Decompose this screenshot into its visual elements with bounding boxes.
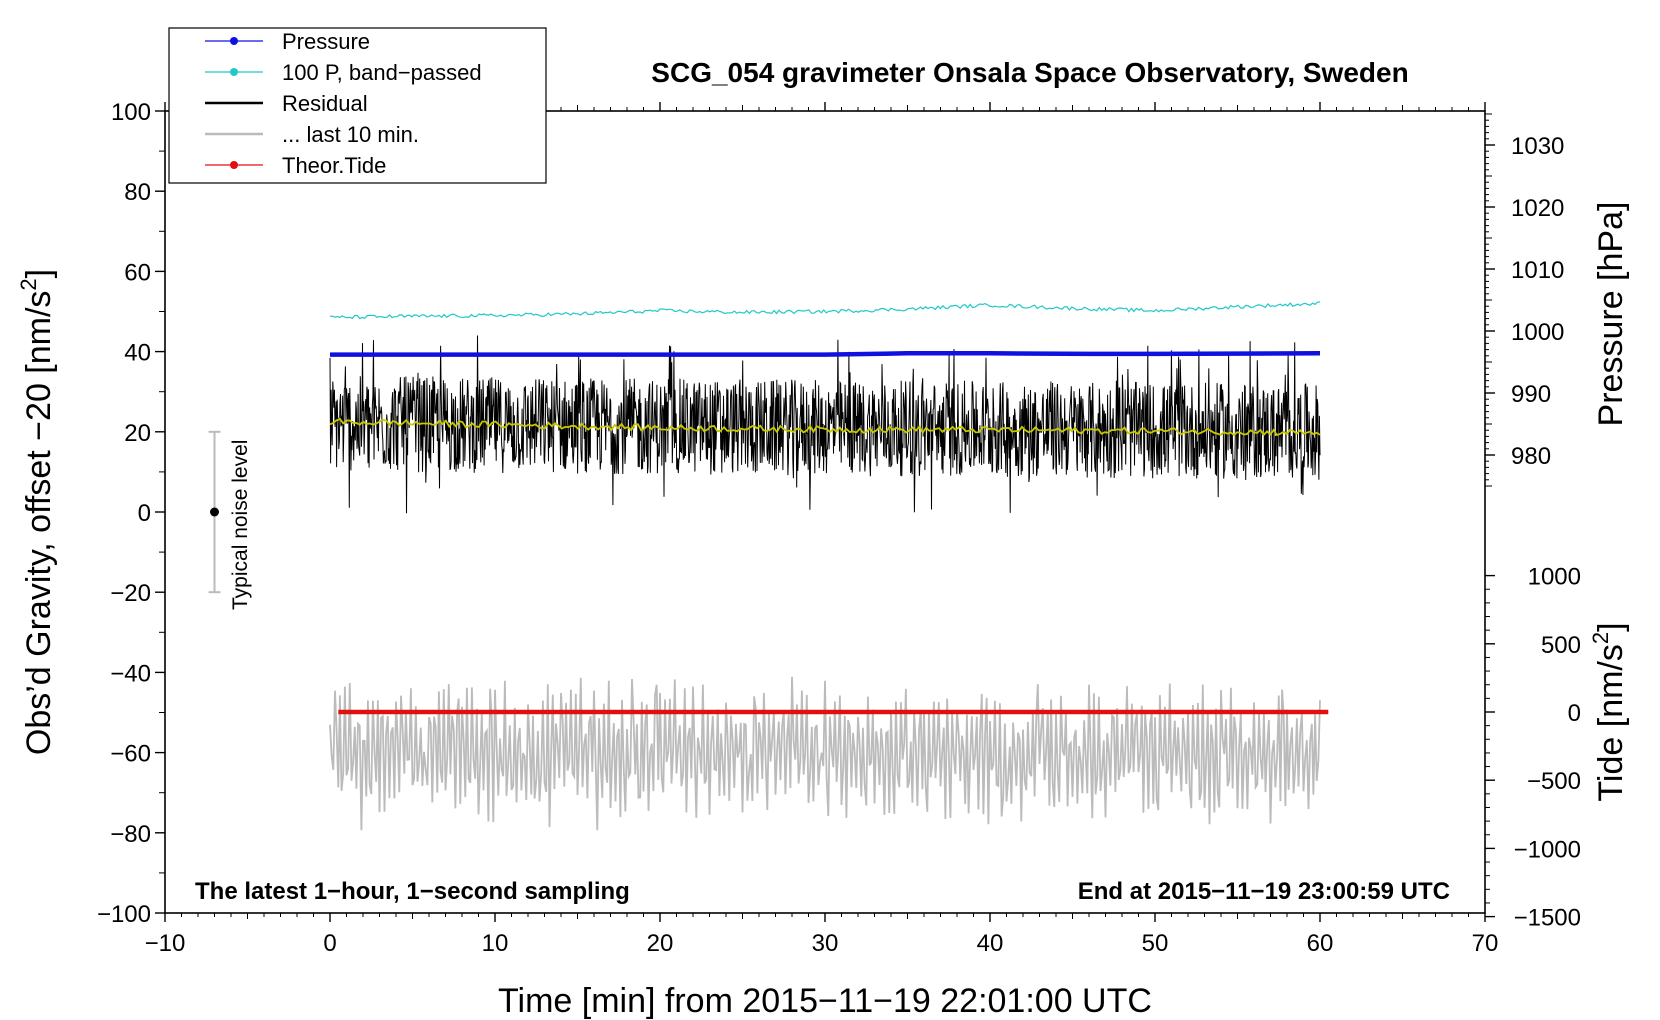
tide-tick-label: 0 (1568, 700, 1581, 727)
y-tick-label: 20 (124, 420, 151, 447)
x-tick-label: 70 (1472, 930, 1499, 957)
y-axis-label-pressure: Pressure [hPa] (1592, 202, 1630, 427)
legend-marker (230, 37, 238, 45)
legend-label: Residual (282, 91, 368, 116)
legend-marker (230, 161, 238, 169)
y-axis-label-left-close: ] (20, 269, 58, 278)
tide-tick-label: 1000 (1528, 564, 1581, 591)
y-axis-label-tide: Tide [nm/s2] (1588, 622, 1630, 801)
y-tick-label: 0 (138, 500, 151, 527)
legend-label: Theor.Tide (282, 153, 386, 178)
x-tick-label: 40 (977, 930, 1004, 957)
pressure-tick-label: 1010 (1511, 257, 1564, 284)
x-tick-label: −10 (145, 930, 186, 957)
legend-box (168, 27, 547, 184)
x-tick-label: 50 (1142, 930, 1169, 957)
x-tick-label: 20 (647, 930, 674, 957)
legend-label: ... last 10 min. (282, 122, 419, 147)
legend-label: 100 P, band−passed (282, 60, 482, 85)
plot-frame (164, 110, 1486, 914)
pressure-tick-label: 1020 (1511, 195, 1564, 222)
x-tick-label: 30 (812, 930, 839, 957)
tide-tick-label: −1500 (1514, 905, 1581, 932)
series-layer (329, 301, 1329, 831)
series-band-passed-pressure (329, 301, 1321, 320)
tide-tick-label: 500 (1541, 632, 1581, 659)
series-residual-smoothed (329, 417, 1321, 437)
y-tick-label: −100 (97, 901, 151, 928)
chart-title: SCG_054 gravimeter Onsala Space Observat… (651, 57, 1408, 88)
tide-tick-label: −500 (1527, 768, 1581, 795)
pressure-tick-label: 990 (1511, 381, 1551, 408)
y-axis-label-tide-text: Tide [nm/s (1592, 644, 1630, 801)
series-pressure (330, 351, 1321, 357)
series-residual (329, 335, 1321, 514)
y-tick-label: −40 (110, 660, 151, 687)
y-axis-label-left-sup: 2 (16, 278, 41, 290)
tide-tick-label: −1000 (1514, 836, 1581, 863)
pressure-tick-label: 1000 (1511, 319, 1564, 346)
pressure-tick-label: 980 (1511, 443, 1551, 470)
y-axis-label-tide-close: ] (1592, 622, 1630, 631)
annotation-end-time: End at 2015−11−19 23:00:59 UTC (1078, 878, 1450, 905)
x-tick-label: 10 (482, 930, 509, 957)
y-tick-label: −80 (110, 821, 151, 848)
pressure-tick-label: 1030 (1511, 133, 1564, 160)
x-tick-label: 60 (1307, 930, 1334, 957)
legend: Pressure 100 P, band−passed Residual ... la… (168, 27, 547, 184)
y-axis-label-left-text: Obs’d Gravity, offset −20 [nm/s (20, 291, 58, 756)
legend-marker (230, 68, 238, 76)
series-last-10-min (329, 676, 1321, 831)
y-tick-label: 80 (124, 179, 151, 206)
y-tick-label: 60 (124, 259, 151, 286)
y-axis-label-left: Obs’d Gravity, offset −20 [nm/s2] (16, 269, 58, 755)
x-tick-label: 0 (323, 930, 336, 957)
y-tick-label: 100 (111, 99, 151, 126)
tick-marks (155, 102, 1495, 922)
noise-level-indicator (208, 430, 221, 594)
tick-labels: −10 0 10 20 30 40 50 60 70−100−80−60−40−20020406… (97, 99, 1581, 957)
y-tick-label: −60 (110, 741, 151, 768)
legend-label: Pressure (282, 29, 370, 54)
y-tick-label: −20 (110, 580, 151, 607)
x-axis-label: Time [min] from 2015−11−19 22:01:00 UTC (498, 982, 1152, 1020)
noise-label: Typical noise level (229, 440, 252, 610)
annotation-sampling: The latest 1−hour, 1−second sampling (195, 878, 630, 905)
noise-bar-center (210, 507, 219, 517)
y-axis-label-tide-sup: 2 (1588, 632, 1613, 644)
y-tick-label: 40 (124, 340, 151, 367)
